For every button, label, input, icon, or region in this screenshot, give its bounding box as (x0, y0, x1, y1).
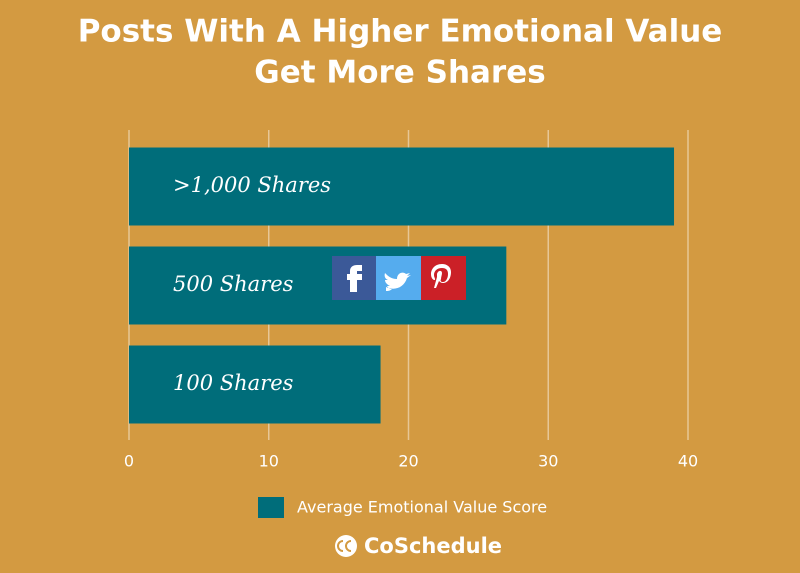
chart-title: Posts With A Higher Emotional Value (78, 14, 723, 50)
x-tick-label: 10 (259, 452, 279, 471)
category-label: >1,000 Shares (173, 173, 331, 197)
legend-swatch (258, 497, 284, 518)
bar (129, 345, 381, 424)
category-label: 500 Shares (173, 272, 294, 296)
facebook-icon (347, 265, 362, 292)
pinterest-icon (431, 264, 451, 288)
legend-label: Average Emotional Value Score (297, 498, 547, 517)
brand: CoSchedule (364, 534, 502, 558)
chart-title: Get More Shares (254, 55, 545, 91)
x-tick-label: 0 (124, 452, 134, 471)
brand-logo-mark (337, 540, 352, 552)
share-buttons[interactable] (332, 256, 466, 300)
x-tick-label: 20 (398, 452, 418, 471)
bar (129, 147, 675, 226)
twitter-icon (384, 272, 411, 291)
x-tick-label: 30 (538, 452, 558, 471)
x-tick-label: 40 (678, 452, 698, 471)
category-label: 100 Shares (173, 371, 294, 395)
pinterest-button[interactable] (421, 256, 466, 300)
